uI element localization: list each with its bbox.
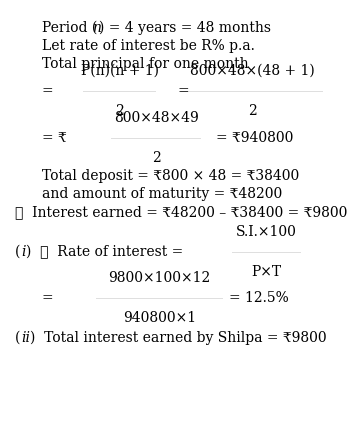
Text: ii: ii — [21, 331, 30, 345]
Text: =: = — [42, 84, 53, 98]
Text: n: n — [92, 21, 101, 35]
Text: 2: 2 — [152, 151, 160, 165]
Text: ) = 4 years = 48 months: ) = 4 years = 48 months — [99, 21, 271, 35]
Text: i: i — [21, 245, 25, 259]
Text: and amount of maturity = ₹48200: and amount of maturity = ₹48200 — [42, 187, 282, 201]
Text: Total principal for one month: Total principal for one month — [42, 57, 248, 71]
Text: 2: 2 — [115, 104, 124, 118]
Text: 940800×1: 940800×1 — [123, 311, 196, 326]
Text: = 12.5%: = 12.5% — [229, 291, 289, 305]
Text: Total deposit = ₹800 × 48 = ₹38400: Total deposit = ₹800 × 48 = ₹38400 — [42, 169, 299, 183]
Text: = ₹940800: = ₹940800 — [216, 131, 293, 145]
Text: 800×48×(48 + 1): 800×48×(48 + 1) — [190, 64, 315, 78]
Text: S.I.×100: S.I.×100 — [236, 225, 297, 239]
Text: 9800×100×12: 9800×100×12 — [109, 271, 211, 285]
Text: Period (: Period ( — [42, 21, 97, 35]
Text: =: = — [42, 291, 53, 305]
Text: =: = — [178, 84, 189, 98]
Text: P(n)(n + 1): P(n)(n + 1) — [81, 64, 159, 78]
Text: )  Total interest earned by Shilpa = ₹9800: ) Total interest earned by Shilpa = ₹980… — [30, 331, 327, 345]
Text: )  ∴  Rate of interest =: ) ∴ Rate of interest = — [26, 245, 184, 259]
Text: (: ( — [15, 331, 20, 345]
Text: (: ( — [15, 245, 20, 259]
Text: 2: 2 — [248, 104, 257, 118]
Text: = ₹: = ₹ — [42, 131, 66, 145]
Text: ∴  Interest earned = ₹48200 – ₹38400 = ₹9800: ∴ Interest earned = ₹48200 – ₹38400 = ₹9… — [15, 205, 347, 219]
Text: Let rate of interest be R% p.a.: Let rate of interest be R% p.a. — [42, 39, 254, 53]
Text: 800×48×49: 800×48×49 — [114, 111, 199, 124]
Text: P×T: P×T — [252, 265, 282, 279]
